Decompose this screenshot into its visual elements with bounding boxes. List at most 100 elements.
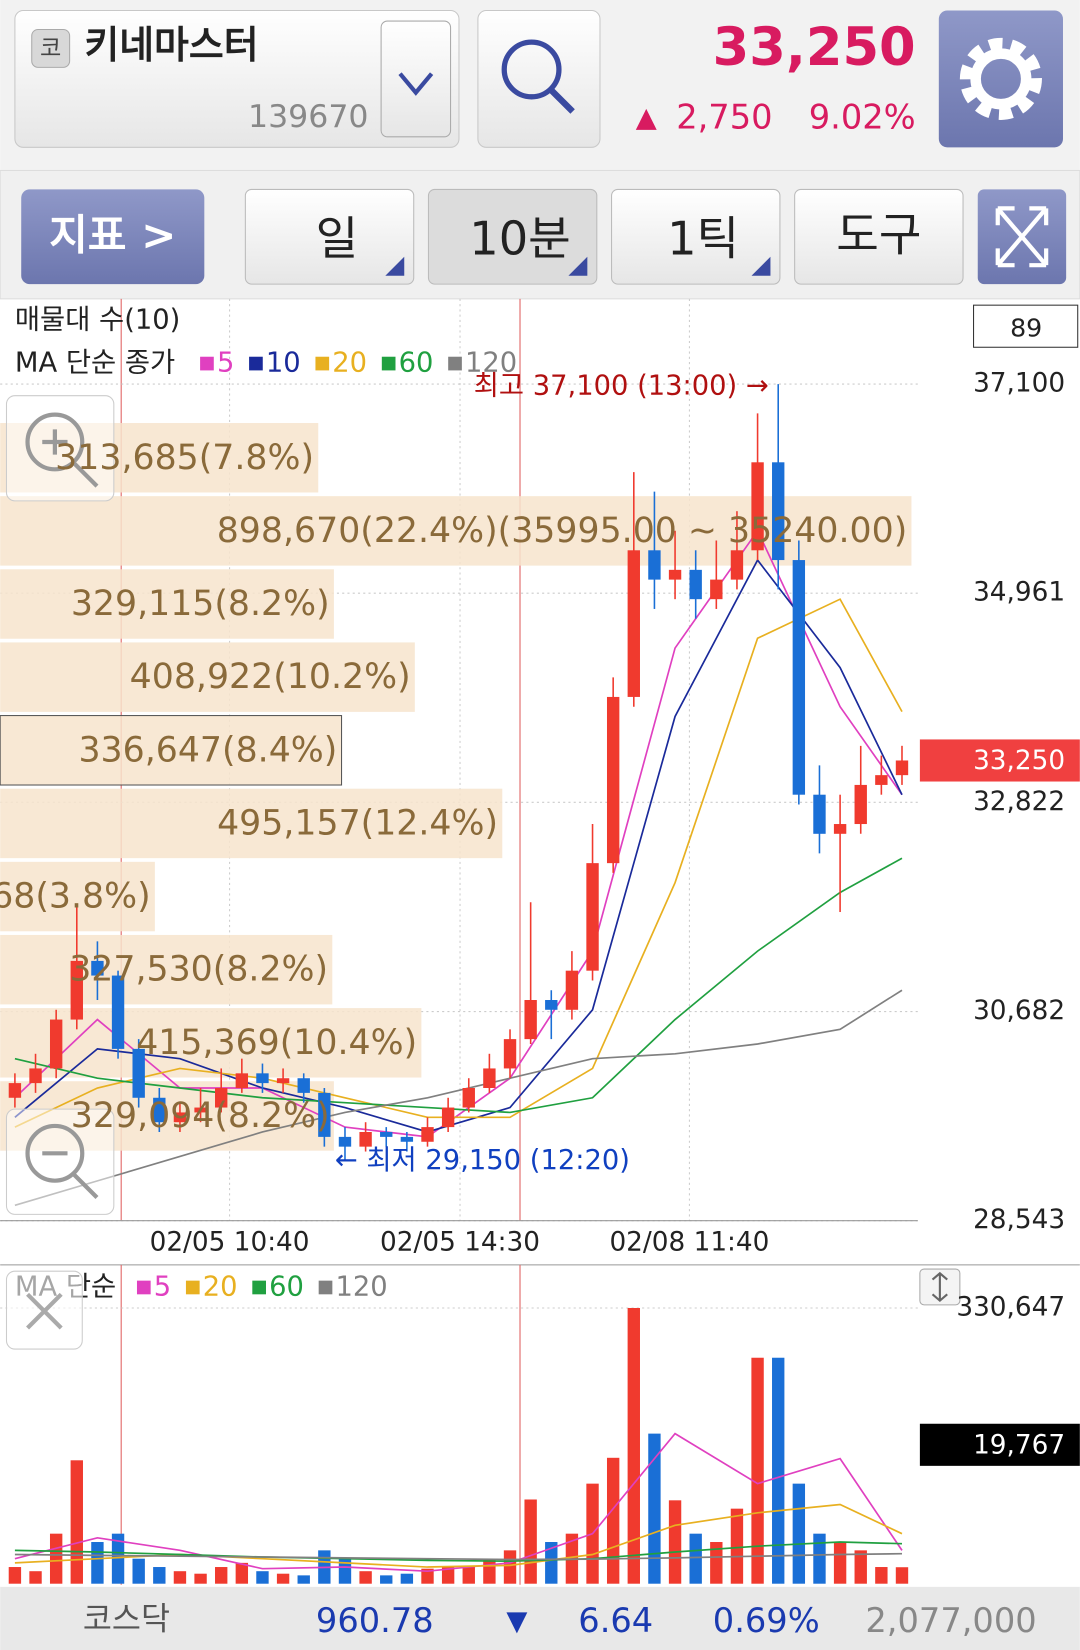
indicator-label: 지표 >	[49, 210, 176, 259]
search-button[interactable]	[477, 9, 601, 148]
volume-bar	[503, 1550, 517, 1584]
candle-body	[276, 1078, 290, 1084]
high-note: 최고 37,100 (13:00) →	[474, 371, 769, 402]
minute-button[interactable]	[427, 188, 598, 285]
profile-label: 415,369(10.4%)	[136, 1023, 417, 1063]
profile-label: 336,647(8.4%)	[78, 730, 337, 770]
search-handle	[549, 88, 575, 114]
profile-bar	[0, 1008, 422, 1078]
volume-bar	[813, 1533, 826, 1584]
candle-body	[606, 696, 620, 864]
price-tag	[919, 739, 1080, 782]
candle-body	[194, 1107, 207, 1113]
tick-button[interactable]	[611, 188, 781, 285]
volume-ma-line	[14, 1541, 903, 1563]
legend-entry: 5	[217, 348, 234, 379]
y-tick-label: 32,822	[973, 787, 1065, 817]
search-icon	[501, 39, 562, 100]
volume-ma-line	[14, 1503, 903, 1568]
candle-body	[586, 863, 599, 971]
legend-entry: 120	[336, 1272, 388, 1303]
count-value: 89	[1010, 313, 1042, 342]
x-label: 02/05 10:40	[150, 1227, 310, 1257]
candle-body	[627, 550, 640, 697]
price: 33,250	[713, 17, 916, 78]
x-label: 02/08 11:40	[609, 1227, 769, 1257]
volume-tag	[919, 1423, 1080, 1466]
zoom-in-icon	[25, 412, 85, 472]
profile-label: 408,922(10.2%)	[130, 657, 411, 697]
profile-label: 327,530(8.2%)	[69, 950, 328, 990]
candle-body	[648, 550, 661, 580]
volume-tag-label: 19,767	[973, 1430, 1065, 1460]
profile-bar	[0, 934, 333, 1005]
candle-body	[132, 1048, 145, 1098]
candle-body	[565, 970, 579, 1010]
candle-body	[380, 1131, 393, 1137]
gear-icon	[970, 48, 1032, 110]
candle-body	[49, 1019, 63, 1069]
legend-swatch	[136, 1280, 151, 1295]
market-index: 960.78	[316, 1601, 434, 1640]
profile-label: 152,568(3.8%)	[0, 877, 151, 917]
volume-ma-line	[14, 1552, 903, 1561]
indicator-button[interactable]	[21, 189, 205, 285]
zoom-in-mark	[42, 429, 99, 488]
candle-body	[772, 462, 785, 561]
x-label: 02/05 14:30	[380, 1227, 540, 1257]
dropdown-button[interactable]	[380, 20, 452, 138]
legend-entry: 20	[203, 1272, 238, 1303]
volume-bar	[153, 1567, 166, 1584]
profile-legend: 매물대 수(10)	[15, 304, 180, 335]
change-arrow: ▲	[636, 102, 657, 133]
candle-body	[70, 960, 83, 1020]
volume-bar	[524, 1499, 537, 1584]
low-note: ← 최저 29,150 (12:20)	[335, 1145, 630, 1176]
stock-box[interactable]	[14, 9, 460, 148]
volume-bar	[606, 1457, 620, 1584]
candle-body	[256, 1073, 269, 1084]
candle-body	[215, 1087, 228, 1108]
gear-teeth	[959, 37, 1042, 120]
count-box	[973, 304, 1079, 348]
tools-button[interactable]	[794, 188, 964, 285]
volume-top-tick: 330,647	[956, 1293, 1065, 1323]
legend-swatch	[185, 1280, 200, 1295]
volume-bar	[235, 1562, 249, 1584]
candle-body	[524, 1000, 537, 1040]
settings-button[interactable]	[938, 10, 1063, 148]
period-label: 일	[316, 212, 359, 266]
volume-bar	[730, 1508, 744, 1584]
candle-body	[111, 975, 125, 1049]
volume-bar	[132, 1558, 145, 1584]
resize-icon	[931, 1271, 948, 1303]
volume-bar	[895, 1567, 909, 1584]
tools-label: 도구	[836, 207, 921, 261]
legend-swatch	[318, 1280, 333, 1295]
candle-body	[359, 1131, 372, 1147]
stock-name: 키네마스터	[84, 23, 258, 67]
ma-line	[14, 598, 903, 1128]
legend-swatch	[381, 356, 396, 371]
legend-entry: 5	[154, 1272, 171, 1303]
legend-swatch	[252, 1280, 266, 1295]
candle-body	[297, 1078, 310, 1093]
candle-body	[792, 560, 806, 795]
volume-bar	[215, 1567, 228, 1584]
candle-body	[833, 824, 847, 834]
badge-bg	[31, 28, 71, 68]
zoom-out-icon	[25, 1123, 85, 1183]
volume-bar	[49, 1533, 63, 1584]
volume-bar	[173, 1571, 187, 1584]
corner-mark	[568, 256, 588, 276]
candle-body	[338, 1136, 352, 1147]
y-tick-label: 30,682	[973, 996, 1065, 1026]
candle-body	[668, 569, 682, 580]
candle-body	[875, 775, 888, 785]
legend-swatch	[448, 356, 462, 371]
volume-bar	[483, 1558, 496, 1584]
candle-body	[710, 579, 723, 600]
period-button[interactable]	[244, 188, 415, 285]
